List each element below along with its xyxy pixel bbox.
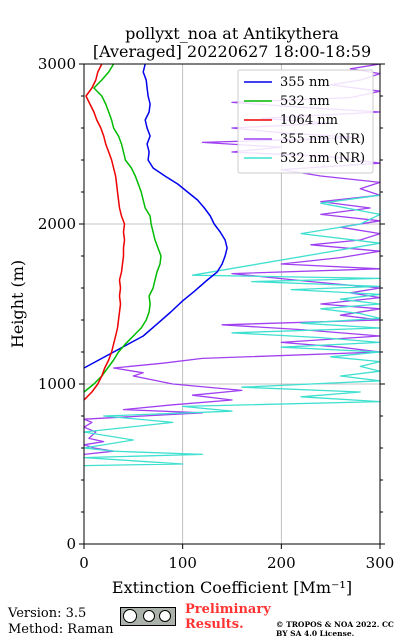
x-tick-label: 200	[267, 554, 296, 572]
plot-frame	[83, 63, 381, 545]
legend-box	[237, 69, 374, 174]
y-tick-label: 2000	[38, 215, 76, 233]
y-tick-label: 0	[66, 535, 76, 553]
chart-title-line-2: [Averaged] 20220627 18:00-18:59	[93, 42, 371, 61]
legend-label: 532 nm (NR)	[280, 151, 365, 166]
legend-label: 355 nm	[280, 75, 330, 90]
x-axis-label: Extinction Coefficient [Mm⁻¹]	[112, 578, 352, 597]
series-line-355-nm	[83, 63, 228, 369]
y-tick-label: 1000	[38, 375, 76, 393]
chart-title-line-1: pollyxt_noa at Antikythera	[125, 24, 339, 43]
series-line-1064-nm	[83, 63, 126, 401]
preliminary-results-text: Preliminary Results.	[185, 602, 271, 632]
y-axis-label: Height (m)	[8, 260, 27, 348]
legend-label: 1064 nm	[280, 113, 338, 128]
legend-label: 355 nm (NR)	[280, 132, 365, 147]
chart-legend: 355 nm 532 nm 1064 nm 355 nm (NR) 532 nm (NR…	[237, 69, 374, 174]
method-text: Method: Raman	[8, 622, 114, 637]
y-tick-label: 3000	[38, 55, 76, 73]
series-line-532-nm-nr	[83, 194, 381, 467]
version-text: Version: 3.5	[8, 606, 87, 621]
x-tick-label: 300	[366, 554, 395, 572]
series-line-532-nm	[83, 63, 162, 393]
cc-license-badge	[120, 607, 176, 626]
copyright-text: © TROPOS & NOA 2022. CC BY SA 4.0 Licens…	[276, 620, 394, 638]
x-tick-label: 100	[168, 554, 197, 572]
legend-label: 532 nm	[280, 94, 330, 109]
x-tick-label: 0	[79, 554, 89, 572]
